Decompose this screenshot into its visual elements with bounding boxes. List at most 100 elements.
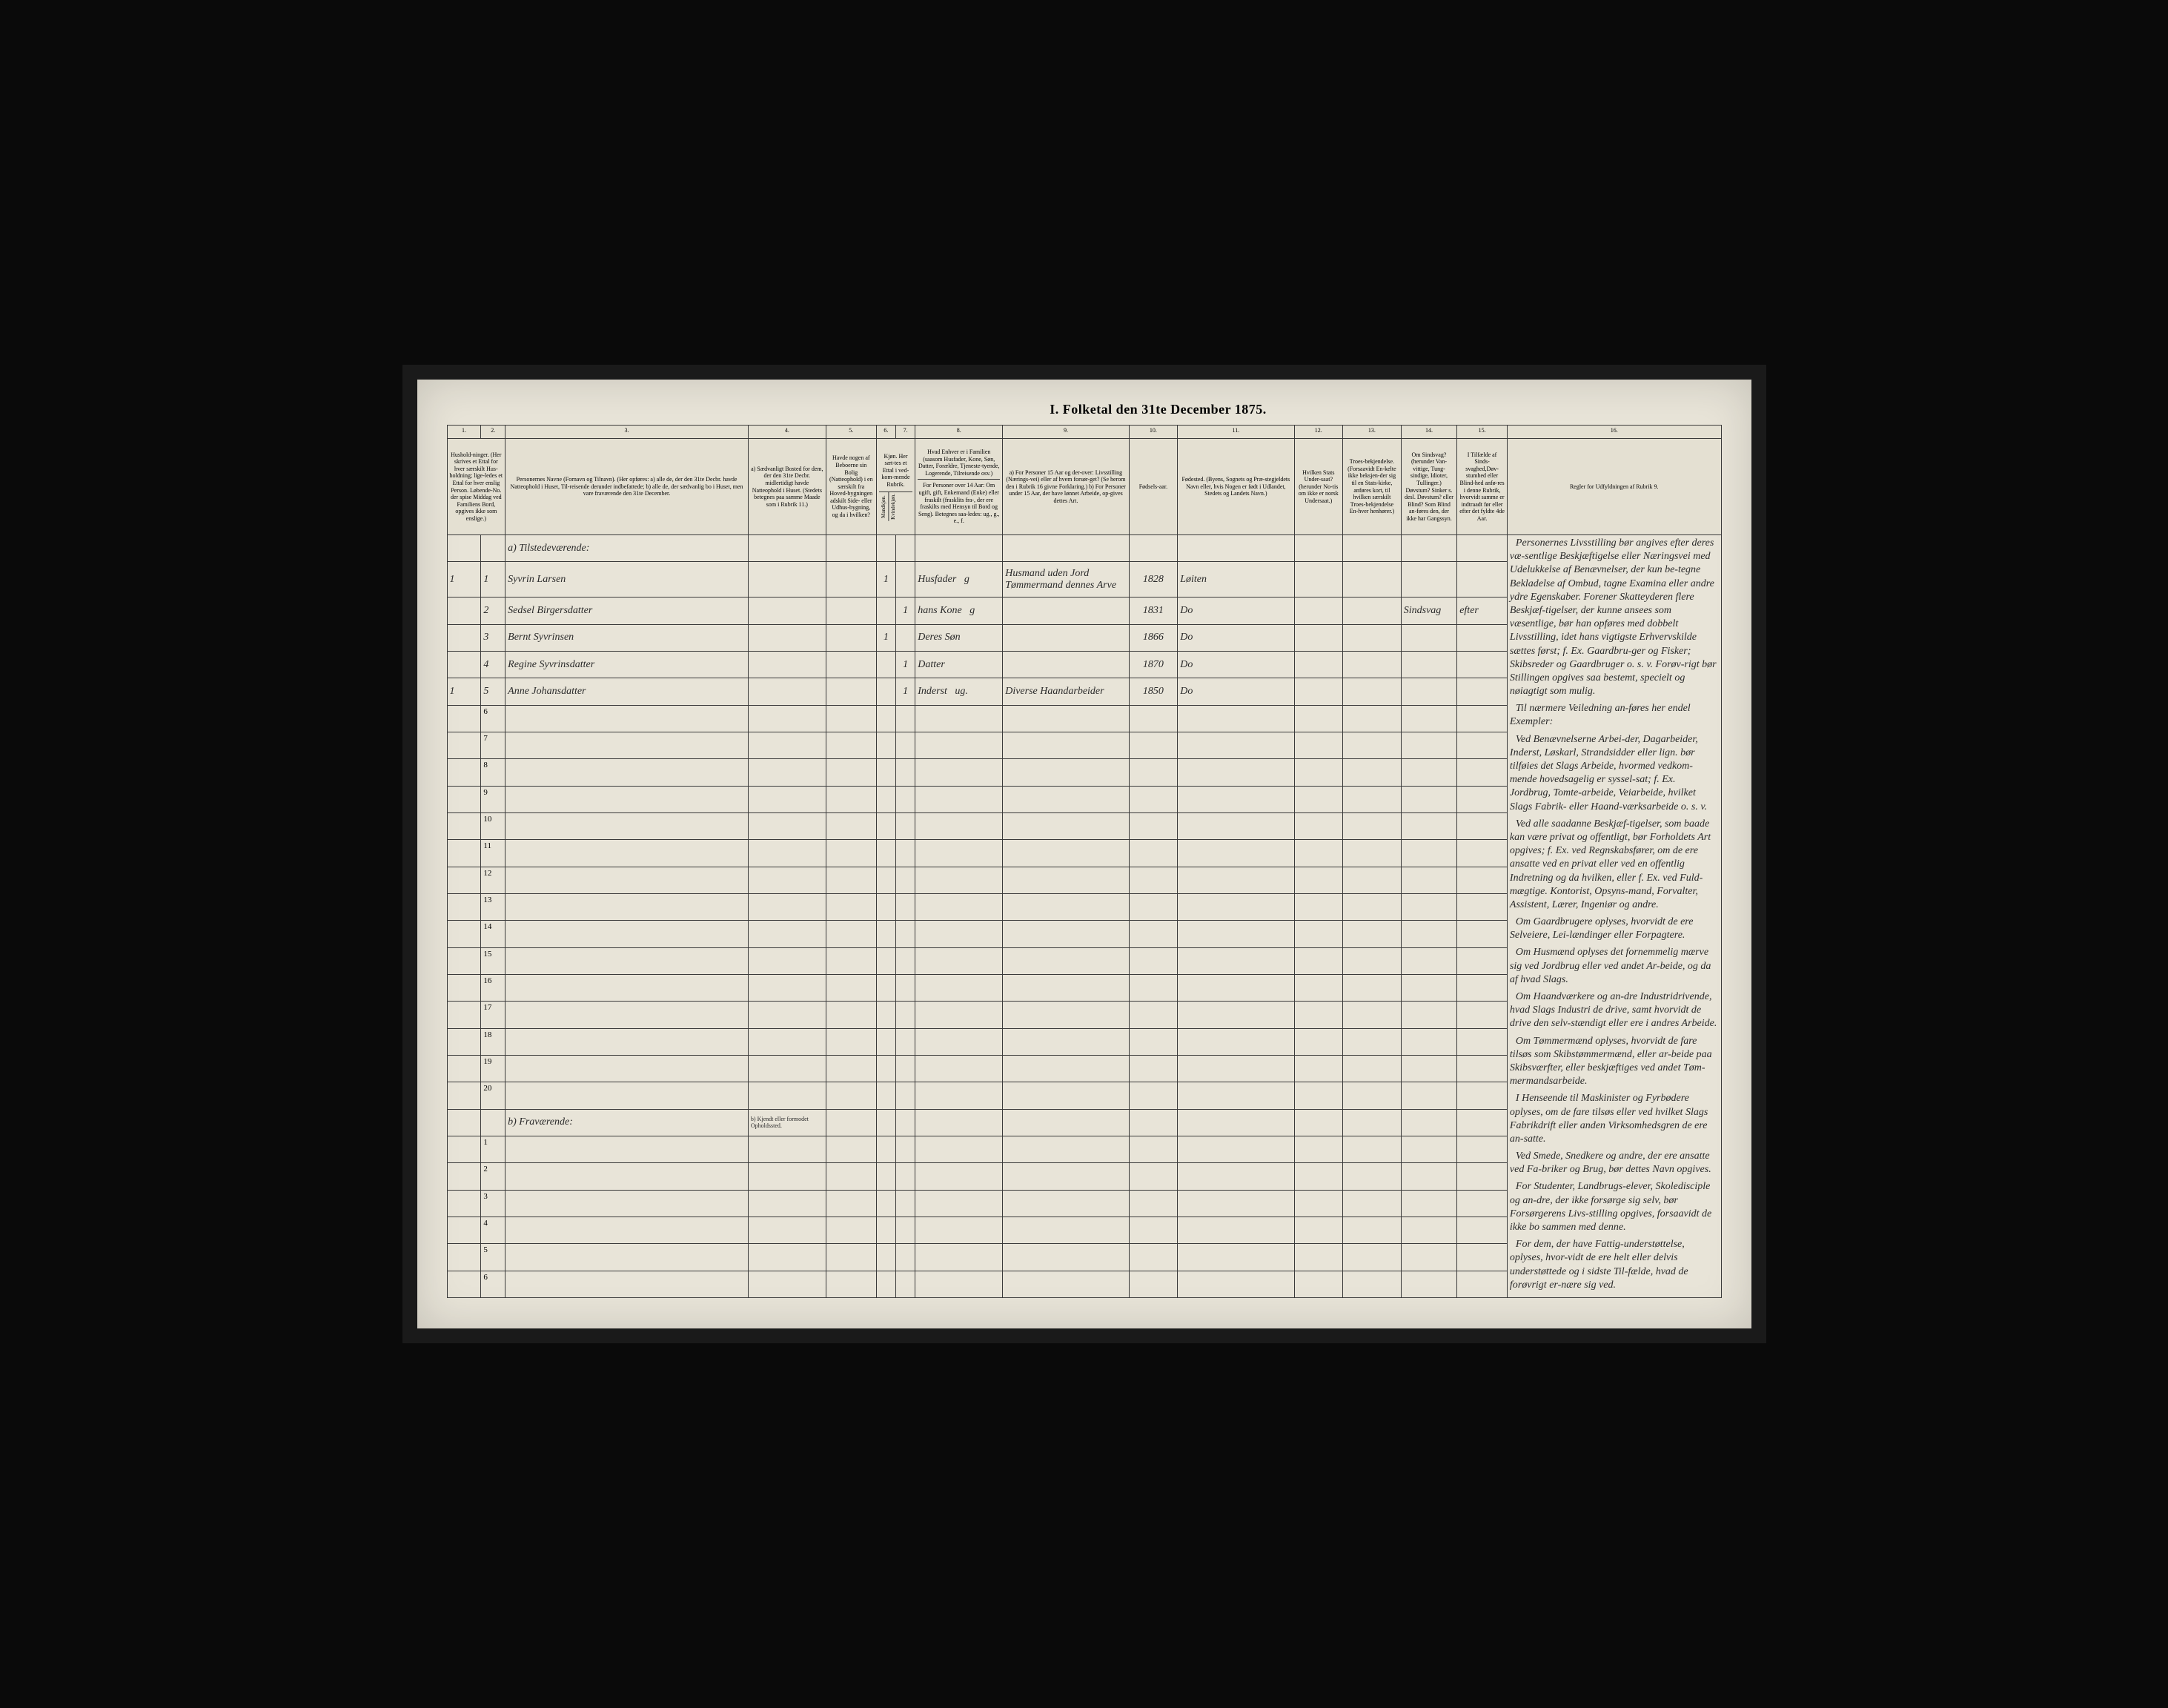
person-name: Syvrin Larsen — [505, 562, 749, 598]
relation: Deres Søn — [915, 624, 1003, 651]
sidebar-paragraph: I Henseende til Maskinister og Fyrbødere… — [1510, 1092, 1719, 1146]
sex-male — [876, 678, 895, 705]
birth-year: 1866 — [1129, 624, 1178, 651]
sidebar-paragraph: Om Husmænd oplyses det fornemmelig mærve… — [1510, 946, 1719, 987]
header-female: Kvindekjøn. — [888, 492, 898, 521]
col-num-11: 11. — [1178, 426, 1294, 439]
usual-residence — [748, 651, 826, 678]
header-row: Hushold-ninger. (Her skrives et Ettal fo… — [447, 439, 1721, 535]
citizenship — [1294, 678, 1343, 705]
person-name: Regine Syvrinsdatter — [505, 651, 749, 678]
birthplace: Løiten — [1178, 562, 1294, 598]
birthplace: Do — [1178, 651, 1294, 678]
col-num-3: 3. — [505, 426, 749, 439]
birth-year: 1870 — [1129, 651, 1178, 678]
row-index: 19 — [481, 1055, 505, 1082]
row-index: 13 — [481, 893, 505, 920]
birthplace: Do — [1178, 624, 1294, 651]
header-4: a) Sædvanligt Bosted for dem, der den 31… — [748, 439, 826, 535]
header-14: Om Sindsvag? (herunder Van-vittige, Tung… — [1401, 439, 1456, 535]
col-num-1: 1. — [447, 426, 481, 439]
document-title: I. Folketal den 31te December 1875. — [595, 402, 1722, 417]
col-num-4: 4. — [748, 426, 826, 439]
occupation: Husmand uden Jord Tømmermand dennes Arve — [1003, 562, 1129, 598]
outbuilding — [826, 678, 876, 705]
occupation — [1003, 624, 1129, 651]
row-index: 16 — [481, 974, 505, 1001]
sidebar-paragraph: Ved Benævnelserne Arbei-der, Dagarbeider… — [1510, 733, 1719, 814]
relation: Inderst ug. — [915, 678, 1003, 705]
row-index: 1 — [481, 1136, 505, 1162]
birthplace: Do — [1178, 678, 1294, 705]
sidebar-paragraph: For dem, der have Fattig-understøttelse,… — [1510, 1238, 1719, 1292]
col-num-13: 13. — [1343, 426, 1402, 439]
outbuilding — [826, 651, 876, 678]
row-index: 11 — [481, 840, 505, 867]
person-index: 2 — [481, 598, 505, 624]
header-kjon: Kjøn. Her sæt-tes et Ettal i ved-kom-men… — [879, 453, 912, 489]
person-name: Sedsel Birgersdatter — [505, 598, 749, 624]
row-index: 5 — [481, 1244, 505, 1271]
sex-female: 1 — [896, 598, 915, 624]
usual-residence — [748, 678, 826, 705]
religion — [1343, 598, 1402, 624]
document-frame: I. Folketal den 31te December 1875. 1. 2… — [402, 365, 1766, 1343]
row-index: 18 — [481, 1028, 505, 1055]
household-num — [447, 651, 481, 678]
sidebar-rules: Personernes Livsstilling bør angives eft… — [1507, 535, 1721, 1298]
outbuilding — [826, 624, 876, 651]
person-index: 1 — [481, 562, 505, 598]
household-num: 1 — [447, 678, 481, 705]
header-1: Hushold-ninger. (Her skrives et Ettal fo… — [447, 439, 505, 535]
sidebar-paragraph: For Studenter, Landbrugs-elever, Skoledi… — [1510, 1180, 1719, 1234]
col-num-8: 8. — [915, 426, 1003, 439]
row-index: 17 — [481, 1002, 505, 1028]
header-13: Troes-bekjendelse. (Forsaavidt En-kelte … — [1343, 439, 1402, 535]
usual-residence — [748, 598, 826, 624]
household-num: 1 — [447, 562, 481, 598]
absent-note: b) Kjendt eller formodet Opholdssted. — [748, 1109, 826, 1136]
row-index: 8 — [481, 759, 505, 786]
relation: Datter — [915, 651, 1003, 678]
col-num-2: 2. — [481, 426, 505, 439]
relation: Husfader g — [915, 562, 1003, 598]
header-9: a) For Personer 15 Aar og der-over: Livs… — [1003, 439, 1129, 535]
header-16: Regler for Udfyldningen af Rubrik 9. — [1507, 439, 1721, 535]
header-10: Fødsels-aar. — [1129, 439, 1178, 535]
citizenship — [1294, 598, 1343, 624]
row-index: 6 — [481, 1271, 505, 1297]
header-6-7: Kjøn. Her sæt-tes et Ettal i ved-kom-men… — [876, 439, 915, 535]
usual-residence — [748, 624, 826, 651]
birth-year: 1850 — [1129, 678, 1178, 705]
sidebar-paragraph: Ved Smede, Snedkere og andre, der ere an… — [1510, 1150, 1719, 1176]
header-3: Personernes Navne (Fornavn og Tilnavn). … — [505, 439, 749, 535]
row-index: 15 — [481, 947, 505, 974]
col-num-5: 5. — [826, 426, 876, 439]
birthplace: Do — [1178, 598, 1294, 624]
household-num — [447, 624, 481, 651]
sidebar-paragraph: Om Tømmermænd oplyses, hvorvidt de fare … — [1510, 1035, 1719, 1089]
sidebar-paragraph: Til nærmere Veiledning an-føres her ende… — [1510, 702, 1719, 729]
row-index: 10 — [481, 812, 505, 839]
column-number-row: 1. 2. 3. 4. 5. 6. 7. 8. 9. 10. 11. 12. 1… — [447, 426, 1721, 439]
disability — [1401, 562, 1456, 598]
sidebar-paragraph: Ved alle saadanne Beskjæf-tigelser, som … — [1510, 818, 1719, 912]
row-index: 14 — [481, 921, 505, 947]
person-index: 4 — [481, 651, 505, 678]
col-num-7: 7. — [896, 426, 915, 439]
religion — [1343, 562, 1402, 598]
row-index: 3 — [481, 1190, 505, 1217]
row-index: 9 — [481, 786, 505, 812]
col-num-9: 9. — [1003, 426, 1129, 439]
occupation — [1003, 651, 1129, 678]
usual-residence — [748, 562, 826, 598]
header-8: Hvad Enhver er i Familien (saasom Husfad… — [915, 439, 1003, 535]
birth-year: 1831 — [1129, 598, 1178, 624]
outbuilding — [826, 562, 876, 598]
row-index: 12 — [481, 867, 505, 893]
sex-female: 1 — [896, 678, 915, 705]
religion — [1343, 651, 1402, 678]
header-12: Hvilken Stats Under-saat? (herunder No-t… — [1294, 439, 1343, 535]
row-index: 7 — [481, 732, 505, 758]
sidebar-paragraph: Om Haandværkere og an-dre Industridriven… — [1510, 990, 1719, 1031]
